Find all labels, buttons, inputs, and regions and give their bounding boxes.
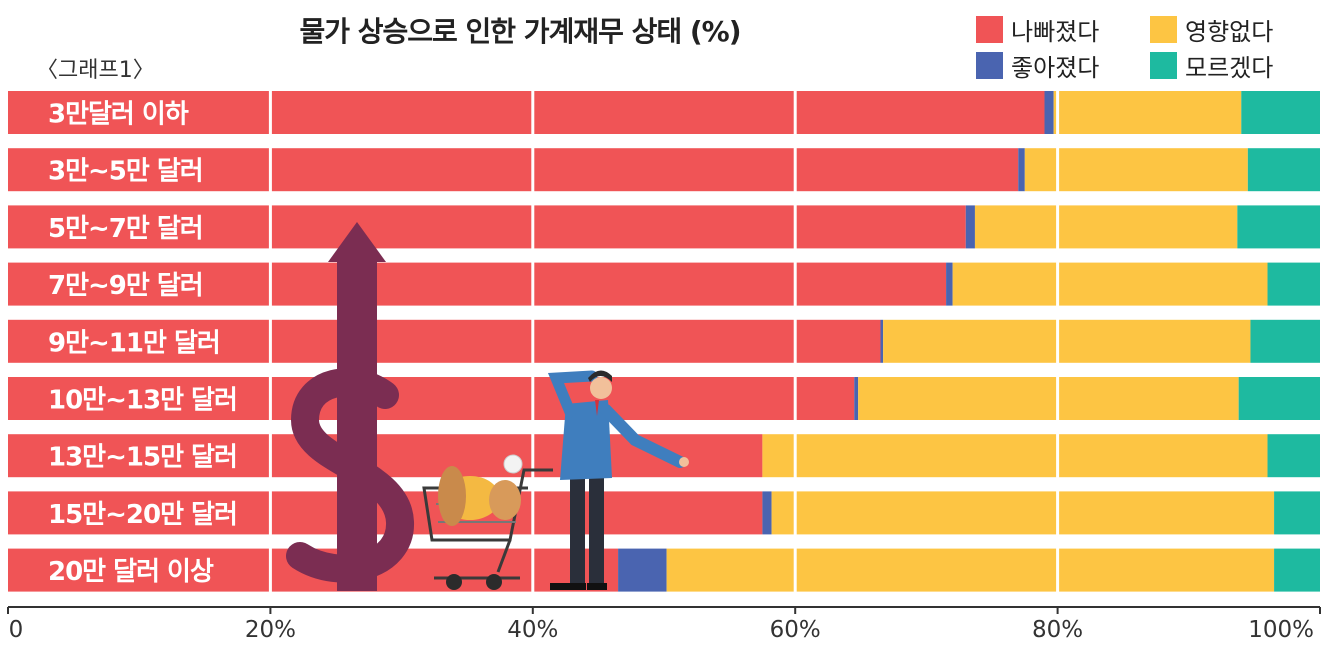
category-label-6: 13만~15만 달러 — [48, 443, 237, 473]
bar-segment-6-2 — [762, 434, 1268, 478]
bar-segment-3-0 — [8, 262, 947, 306]
bar-segment-8-2 — [666, 548, 1275, 592]
bar-segment-4-1 — [880, 319, 884, 363]
bar-segment-8-1 — [618, 548, 667, 592]
bar-segment-1-3 — [1247, 148, 1320, 192]
bar-segment-3-3 — [1267, 262, 1320, 306]
category-labels-layer: 3만달러 이하 3만~5만 달러 5만~7만 달러 7만~9만 달러 9만~11만 달러… — [48, 100, 238, 588]
bar-segment-5-3 — [1238, 377, 1320, 420]
bar-segment-2-1 — [965, 205, 975, 249]
bar-segment-3-2 — [952, 262, 1268, 306]
bar-segment-5-0 — [8, 377, 855, 420]
x-tick-label-3: 60% — [770, 617, 821, 643]
chart-subtitle: 〈그래프1〉 — [36, 58, 155, 83]
legend-label-better: 좋아졌다 — [1011, 54, 1100, 82]
x-tick-label-2: 40% — [507, 617, 558, 643]
shopping-cart-icon — [422, 454, 553, 590]
category-label-8: 20만 달러 이상 — [48, 557, 214, 587]
legend-swatch-better — [976, 52, 1003, 79]
x-tick-label-0: 0 — [9, 617, 24, 643]
bar-segment-5-2 — [858, 377, 1239, 420]
legend-swatch-unknown — [1150, 52, 1177, 79]
gridlines-layer — [268, 91, 1060, 607]
legend-label-no-effect: 영향없다 — [1185, 18, 1274, 46]
category-label-7: 15만~20만 달러 — [48, 500, 237, 530]
bar-segment-7-2 — [771, 491, 1275, 535]
bar-segment-4-0 — [8, 319, 881, 363]
category-label-4: 9만~11만 달러 — [48, 328, 220, 358]
category-label-5: 10만~13만 달러 — [48, 386, 237, 416]
x-tick-label-4: 80% — [1032, 617, 1083, 643]
legend-item-unknown: 모르겠다 — [1150, 48, 1273, 83]
legend-item-no-effect: 영향없다 — [1150, 12, 1273, 47]
bar-segment-8-3 — [1274, 548, 1320, 592]
x-tick-label-1: 20% — [245, 617, 296, 643]
confused-man-icon — [547, 370, 689, 590]
bar-segment-2-3 — [1237, 205, 1320, 249]
legend-swatch-worse — [976, 16, 1003, 43]
bar-segment-7-3 — [1274, 491, 1320, 535]
bar-segment-0-1 — [1044, 91, 1054, 134]
legend-item-worse: 나빠졌다 — [976, 12, 1099, 47]
category-label-2: 5만~7만 달러 — [48, 214, 203, 244]
bar-segment-7-1 — [762, 491, 772, 535]
bar-segment-3-1 — [946, 262, 953, 306]
bars-layer — [8, 91, 1320, 592]
legend-item-better: 좋아졌다 — [976, 48, 1099, 83]
illustration — [286, 222, 689, 591]
category-label-1: 3만~5만 달러 — [48, 157, 203, 187]
bar-segment-2-2 — [974, 205, 1238, 249]
bar-segment-0-0 — [8, 91, 1045, 134]
bar-segment-6-3 — [1267, 434, 1320, 478]
legend-label-unknown: 모르겠다 — [1185, 54, 1274, 82]
chart-title: 물가 상승으로 인한 가계재무 상태 (%) — [299, 15, 741, 48]
bar-segment-1-2 — [1024, 148, 1248, 192]
legend-label-worse: 나빠졌다 — [1011, 18, 1100, 46]
rising-arrow-icon — [328, 222, 386, 591]
bar-segment-2-0 — [8, 205, 966, 249]
category-label-3: 7만~9만 달러 — [48, 271, 203, 301]
bar-segment-0-3 — [1241, 91, 1320, 134]
x-axis-ticks-layer: 0 20% 40% 60% 80% 100% — [7, 607, 1321, 643]
bar-segment-4-2 — [883, 319, 1251, 363]
category-label-0: 3만달러 이하 — [48, 100, 189, 130]
bar-segment-0-2 — [1053, 91, 1242, 134]
bar-segment-1-1 — [1018, 148, 1025, 192]
bar-segment-1-0 — [8, 148, 1019, 192]
x-tick-label-5: 100% — [1248, 617, 1314, 643]
bar-segment-4-3 — [1250, 319, 1320, 363]
bar-segment-5-1 — [854, 377, 859, 420]
legend-swatch-no-effect — [1150, 16, 1177, 43]
